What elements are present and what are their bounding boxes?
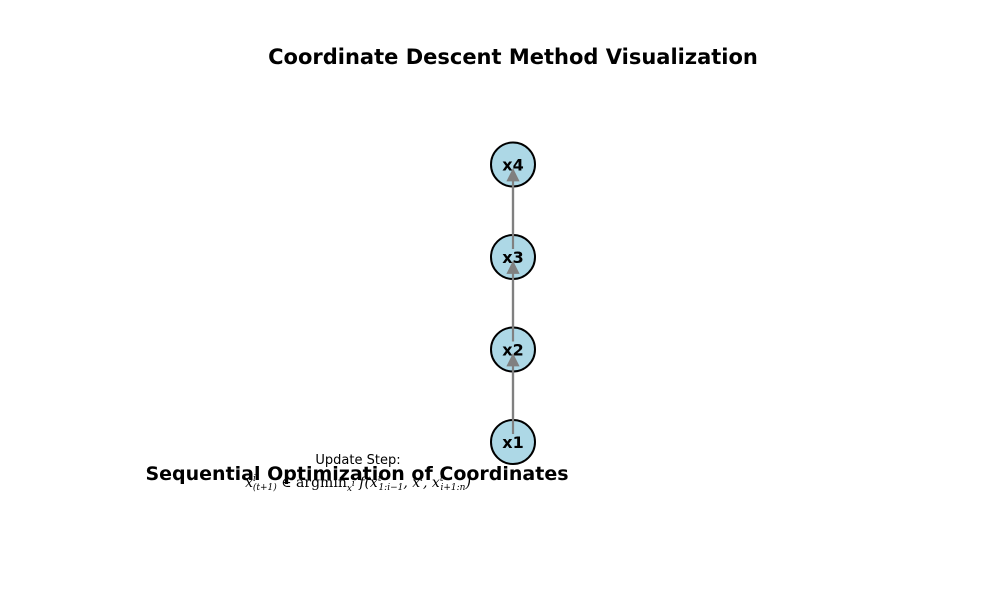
node-label: x1 bbox=[502, 433, 523, 452]
diagram-caption: Sequential Optimization of Coordinates bbox=[145, 463, 568, 485]
update-step-heading: Update Step: bbox=[315, 453, 400, 468]
diagram-title: Coordinate Descent Method Visualization bbox=[268, 45, 758, 69]
update-step-formula: xi (t+1) ∈ argminxi f(xt 1:i−1, xi, xt i+1:… bbox=[245, 474, 471, 494]
update-step-annotation: Update Step: xi (t+1) ∈ argminxi f(xt 1:i−… bbox=[245, 453, 471, 494]
